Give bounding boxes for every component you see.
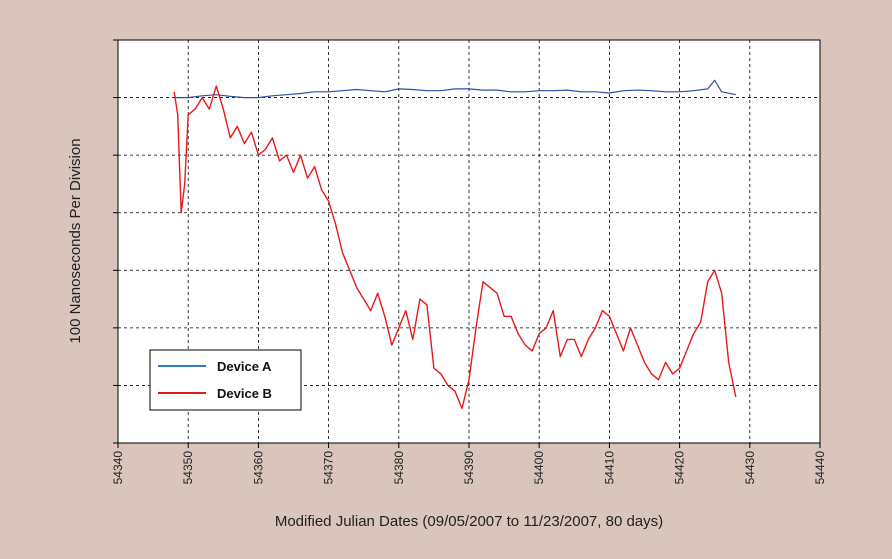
series-line-device-b — [173, 85, 737, 410]
x-axis-ticks: 54340 54350 54360 54370 54380 54390 54400 54410… — [111, 443, 827, 484]
x-tick-label: 54380 — [392, 451, 406, 485]
x-tick-label: 54360 — [251, 451, 265, 485]
series-group — [173, 79, 737, 410]
x-axis-title: Modified Julian Dates (09/05/2007 to 11/… — [275, 513, 663, 530]
x-tick-label: 54410 — [602, 451, 616, 485]
legend-label-device-b: Device B — [217, 386, 272, 401]
x-tick-label: 54340 — [111, 451, 125, 485]
x-tick-label: 54430 — [743, 451, 757, 485]
x-tick-label: 54390 — [462, 451, 476, 485]
x-tick-label: 54440 — [813, 451, 827, 485]
y-axis-ticks — [113, 39, 118, 444]
legend-box — [149, 349, 302, 411]
legend-label-device-a: Device A — [217, 359, 272, 374]
legend: Device A Device B — [149, 349, 302, 411]
x-tick-label: 54370 — [322, 451, 336, 485]
series-line-device-a — [174, 79, 736, 99]
grid — [118, 40, 820, 443]
y-axis-title: 100 Nanoseconds Per Division — [67, 138, 84, 343]
x-tick-label: 54350 — [181, 451, 195, 485]
x-tick-label: 54400 — [532, 451, 546, 485]
x-tick-label: 54420 — [673, 451, 687, 485]
